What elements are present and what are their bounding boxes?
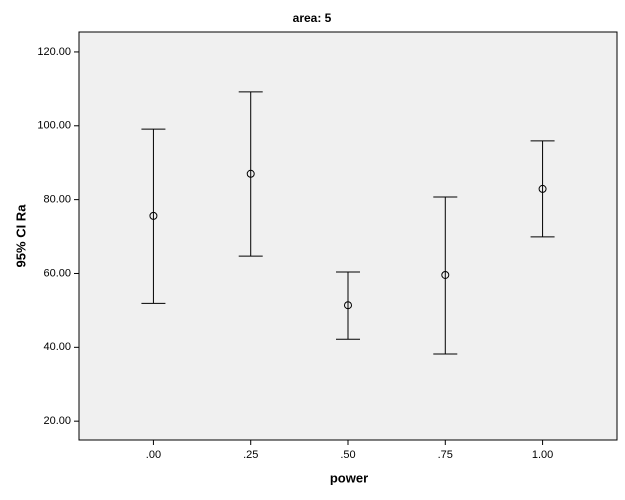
y-tick-label: 20.00 — [43, 415, 71, 427]
x-tick-label: 1.00 — [532, 449, 553, 461]
y-axis-label: 95% CI Ra — [13, 204, 28, 268]
x-tick-label: .25 — [243, 449, 258, 461]
y-tick-label: 120.00 — [37, 46, 71, 58]
x-tick-label: .00 — [146, 449, 161, 461]
mean-point — [246, 169, 255, 178]
x-tick-label: .50 — [340, 449, 355, 461]
chart-title: area: 5 — [293, 11, 332, 25]
mean-point — [538, 184, 547, 193]
x-tick-label: .75 — [438, 449, 453, 461]
y-tick-label: 60.00 — [43, 267, 71, 279]
y-tick-label: 80.00 — [43, 194, 71, 206]
mean-point — [149, 211, 158, 220]
mean-point — [344, 301, 352, 310]
mean-point — [441, 270, 450, 279]
y-tick-label: 100.00 — [37, 120, 71, 132]
plot-area — [78, 31, 618, 441]
y-tick-label: 40.00 — [43, 341, 71, 353]
x-axis-label: power — [330, 470, 368, 485]
